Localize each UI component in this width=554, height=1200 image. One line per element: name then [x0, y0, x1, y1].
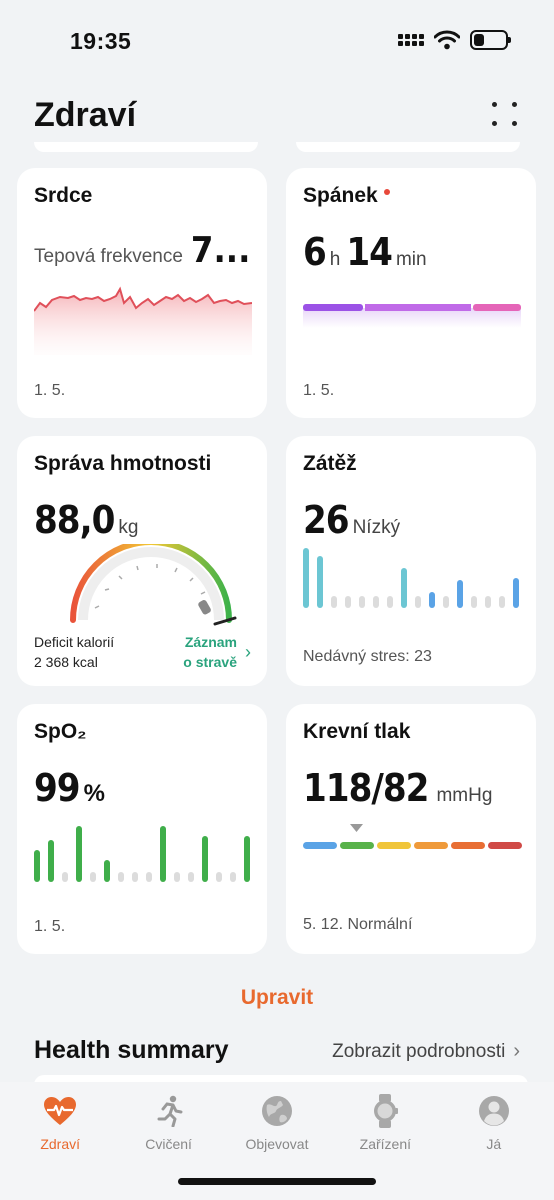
heart-rate-chart	[34, 286, 252, 355]
show-details-link[interactable]: Zobrazit podrobnosti ›	[332, 1040, 520, 1063]
calorie-deficit: Deficit kalorií 2 368 kcal	[34, 632, 114, 672]
spo2-card[interactable]: SpO₂ 99 % 1. 5.	[17, 704, 267, 954]
sleep-hours-unit: h	[329, 249, 341, 270]
health-summary-title: Health summary	[34, 1036, 229, 1064]
bp-unit: mmHg	[436, 785, 493, 806]
bp-range-bar	[303, 824, 522, 849]
wifi-icon	[434, 30, 460, 50]
battery-icon	[470, 30, 511, 50]
log-food-line1: Záznam	[184, 634, 237, 650]
spo2-date: 1. 5.	[34, 918, 66, 935]
heart-date: 1. 5.	[34, 382, 66, 399]
weight-card-title: Správa hmotnosti	[34, 452, 212, 475]
bp-value: 118/82	[303, 766, 429, 810]
recent-stress: Nedávný stres: 23	[303, 648, 432, 665]
weight-gauge	[70, 544, 237, 626]
watch-icon	[368, 1094, 402, 1128]
sleep-stage-bar	[303, 304, 521, 328]
sleep-duration: 6 h 14 min	[303, 230, 433, 274]
heart-rate-line: Tepová frekvence 7...	[34, 230, 250, 271]
stress-card-title: Zátěž	[303, 452, 357, 475]
spo2-unit: %	[83, 780, 105, 807]
status-icons	[398, 30, 511, 50]
spo2-value-group: 99 %	[34, 766, 111, 810]
bp-status: 5. 12. Normální	[303, 916, 413, 933]
sleep-title-text: Spánek	[303, 184, 378, 207]
profile-icon	[477, 1094, 511, 1128]
status-time: 19:35	[70, 28, 132, 54]
running-icon	[152, 1094, 186, 1128]
home-indicator[interactable]	[178, 1178, 376, 1185]
calorie-deficit-label: Deficit kalorií	[34, 634, 115, 650]
show-details-label: Zobrazit podrobnosti	[332, 1040, 506, 1062]
card-peek-left	[34, 142, 258, 152]
heart-card[interactable]: Srdce Tepová frekvence 7... 1. 5.	[17, 168, 267, 418]
tab-exercise[interactable]: Cvičení	[119, 1082, 219, 1200]
tab-health[interactable]: Zdraví	[10, 1082, 110, 1200]
card-peek-right	[296, 142, 520, 152]
blood-pressure-card[interactable]: Krevní tlak 118/82 mmHg 5. 12. Normální	[286, 704, 536, 954]
weight-value: 88,0	[34, 498, 115, 542]
stress-level: Nízký	[352, 517, 401, 538]
heart-card-title: Srdce	[34, 184, 93, 207]
sleep-minutes: 14	[346, 230, 393, 274]
sleep-date: 1. 5.	[303, 382, 335, 399]
heart-pulse-icon	[43, 1094, 77, 1128]
summary-card-peek	[34, 1075, 528, 1085]
tab-health-label: Zdraví	[40, 1136, 81, 1152]
weight-card[interactable]: Správa hmotnosti 88,0 kg Deficit kal	[17, 436, 267, 686]
tab-devices[interactable]: Zařízení	[335, 1082, 435, 1200]
tab-exercise-label: Cvičení	[145, 1136, 192, 1152]
weight-unit: kg	[118, 517, 139, 538]
status-bar: 19:35	[0, 0, 554, 80]
spo2-bar-chart	[34, 826, 250, 882]
blood-pressure-card-title: Krevní tlak	[303, 720, 411, 743]
bp-value-group: 118/82 mmHg	[303, 766, 498, 810]
page-title: Zdraví	[34, 96, 137, 134]
stress-card[interactable]: Zátěž 26 Nízký Nedávný stres: 23	[286, 436, 536, 686]
stress-value-group: 26 Nízký	[303, 498, 406, 542]
new-data-dot-icon	[383, 189, 390, 196]
more-options-icon[interactable]	[492, 102, 524, 130]
chevron-right-icon[interactable]: ›	[245, 642, 251, 662]
tab-discover-label: Objevovat	[245, 1136, 309, 1152]
stress-value: 26	[303, 498, 350, 542]
log-food-line2: o stravě	[183, 654, 237, 670]
tab-devices-label: Zařízení	[359, 1136, 412, 1152]
weight-value-group: 88,0 kg	[34, 498, 144, 542]
heart-rate-label: Tepová frekvence	[34, 246, 183, 267]
log-food-link[interactable]: Záznam o stravě	[183, 632, 237, 672]
sleep-card[interactable]: Spánek 6 h 14 min 1. 5.	[286, 168, 536, 418]
heart-rate-value: 7...	[190, 230, 251, 271]
stress-bar-chart	[303, 548, 519, 608]
calorie-deficit-value: 2 368 kcal	[34, 654, 98, 670]
sleep-hours: 6	[303, 230, 327, 274]
signal-icon	[398, 34, 424, 46]
globe-icon	[260, 1094, 294, 1128]
chevron-right-icon: ›	[513, 1040, 520, 1062]
sleep-minutes-unit: min	[395, 249, 427, 270]
spo2-value: 99	[34, 766, 81, 810]
tab-me[interactable]: Já	[444, 1082, 544, 1200]
tab-me-label: Já	[486, 1136, 502, 1152]
sleep-card-title: Spánek	[303, 184, 390, 208]
tab-discover[interactable]: Objevovat	[227, 1082, 327, 1200]
edit-cards-button[interactable]: Upravit	[240, 986, 314, 1009]
spo2-card-title: SpO₂	[34, 720, 87, 743]
